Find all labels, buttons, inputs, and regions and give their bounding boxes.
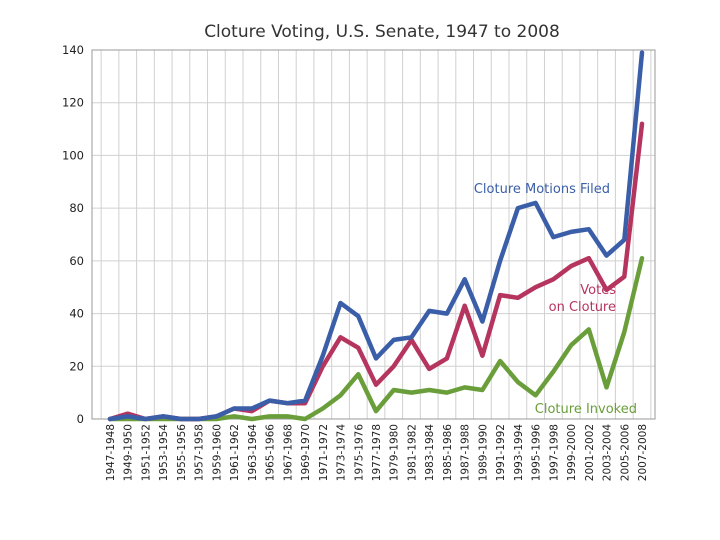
x-tick-label: 1995-1996	[531, 424, 543, 482]
series-label-cloture-motions-filed: Cloture Motions Filed	[474, 182, 610, 197]
y-tick-label: 60	[69, 254, 84, 268]
x-tick-label: 1953-1954	[158, 424, 170, 482]
x-tick-label: 1975-1976	[353, 424, 365, 482]
x-axis: 1947-1948 1949-1950 1951-1952 1953-1954 1955…	[105, 424, 649, 482]
x-tick-label: 1951-1952	[140, 424, 152, 481]
y-tick-label: 20	[69, 359, 84, 373]
x-tick-label: 1957-1958	[194, 424, 206, 481]
y-tick-label: 100	[62, 148, 84, 162]
x-tick-label: 1977-1978	[371, 424, 383, 481]
x-tick-label: 1959-1960	[211, 424, 223, 481]
chart-title: Cloture Voting, U.S. Senate, 1947 to 200…	[204, 22, 560, 42]
y-tick-label: 120	[62, 96, 84, 110]
x-tick-label: 2001-2002	[584, 424, 596, 481]
plot-area	[92, 50, 655, 419]
x-tick-label: 1949-1950	[123, 424, 135, 481]
x-tick-label: 1963-1964	[247, 424, 259, 482]
x-tick-label: 1979-1980	[389, 424, 401, 481]
y-axis: 0 20 40 60 80 100 120 140	[62, 43, 84, 426]
y-tick-label: 40	[69, 307, 84, 321]
y-tick-label: 140	[62, 43, 84, 57]
x-tick-label: 1999-2000	[566, 424, 578, 481]
series-lines	[107, 50, 645, 422]
y-tick-label: 80	[69, 201, 84, 215]
series-label-cloture-invoked: Cloture Invoked	[535, 402, 637, 417]
series-label-line: Votes	[580, 283, 616, 298]
series-line-cloture-motions-filed	[107, 50, 645, 422]
grid	[91, 49, 656, 420]
x-tick-label: 1991-1992	[495, 424, 507, 481]
x-tick-label: 1989-1990	[477, 424, 489, 481]
x-tick-label: 1947-1948	[105, 424, 117, 481]
x-tick-label: 1955-1956	[176, 424, 188, 482]
x-tick-label: 1985-1986	[442, 424, 454, 482]
series-label-line: on Cloture	[549, 300, 616, 315]
x-tick-label: 1965-1966	[265, 424, 277, 482]
plot-border	[91, 49, 656, 420]
x-tick-label: 1967-1968	[282, 424, 294, 481]
x-tick-label: 2007-2008	[637, 424, 649, 481]
x-tick-label: 1961-1962	[229, 424, 241, 481]
series-label-line: Cloture Motions Filed	[474, 182, 610, 197]
series-label-line: Cloture Invoked	[535, 402, 637, 417]
x-tick-label: 1973-1974	[336, 424, 348, 482]
series-label-votes-on-cloture: Votes on Cloture	[549, 283, 617, 315]
x-tick-label: 1971-1972	[318, 424, 330, 481]
x-tick-label: 1993-1994	[513, 424, 525, 482]
x-tick-label: 1981-1982	[406, 424, 418, 481]
x-tick-label: 1969-1970	[300, 424, 312, 481]
x-tick-label: 1983-1984	[424, 424, 436, 482]
y-tick-label: 0	[77, 412, 84, 426]
series-labels: Cloture Motions Filed Votes on Cloture Clot…	[474, 182, 637, 417]
x-tick-label: 2005-2006	[619, 424, 631, 482]
x-tick-label: 2003-2004	[602, 424, 614, 482]
x-tick-label: 1987-1988	[460, 424, 472, 481]
x-tick-label: 1997-1998	[548, 424, 560, 481]
